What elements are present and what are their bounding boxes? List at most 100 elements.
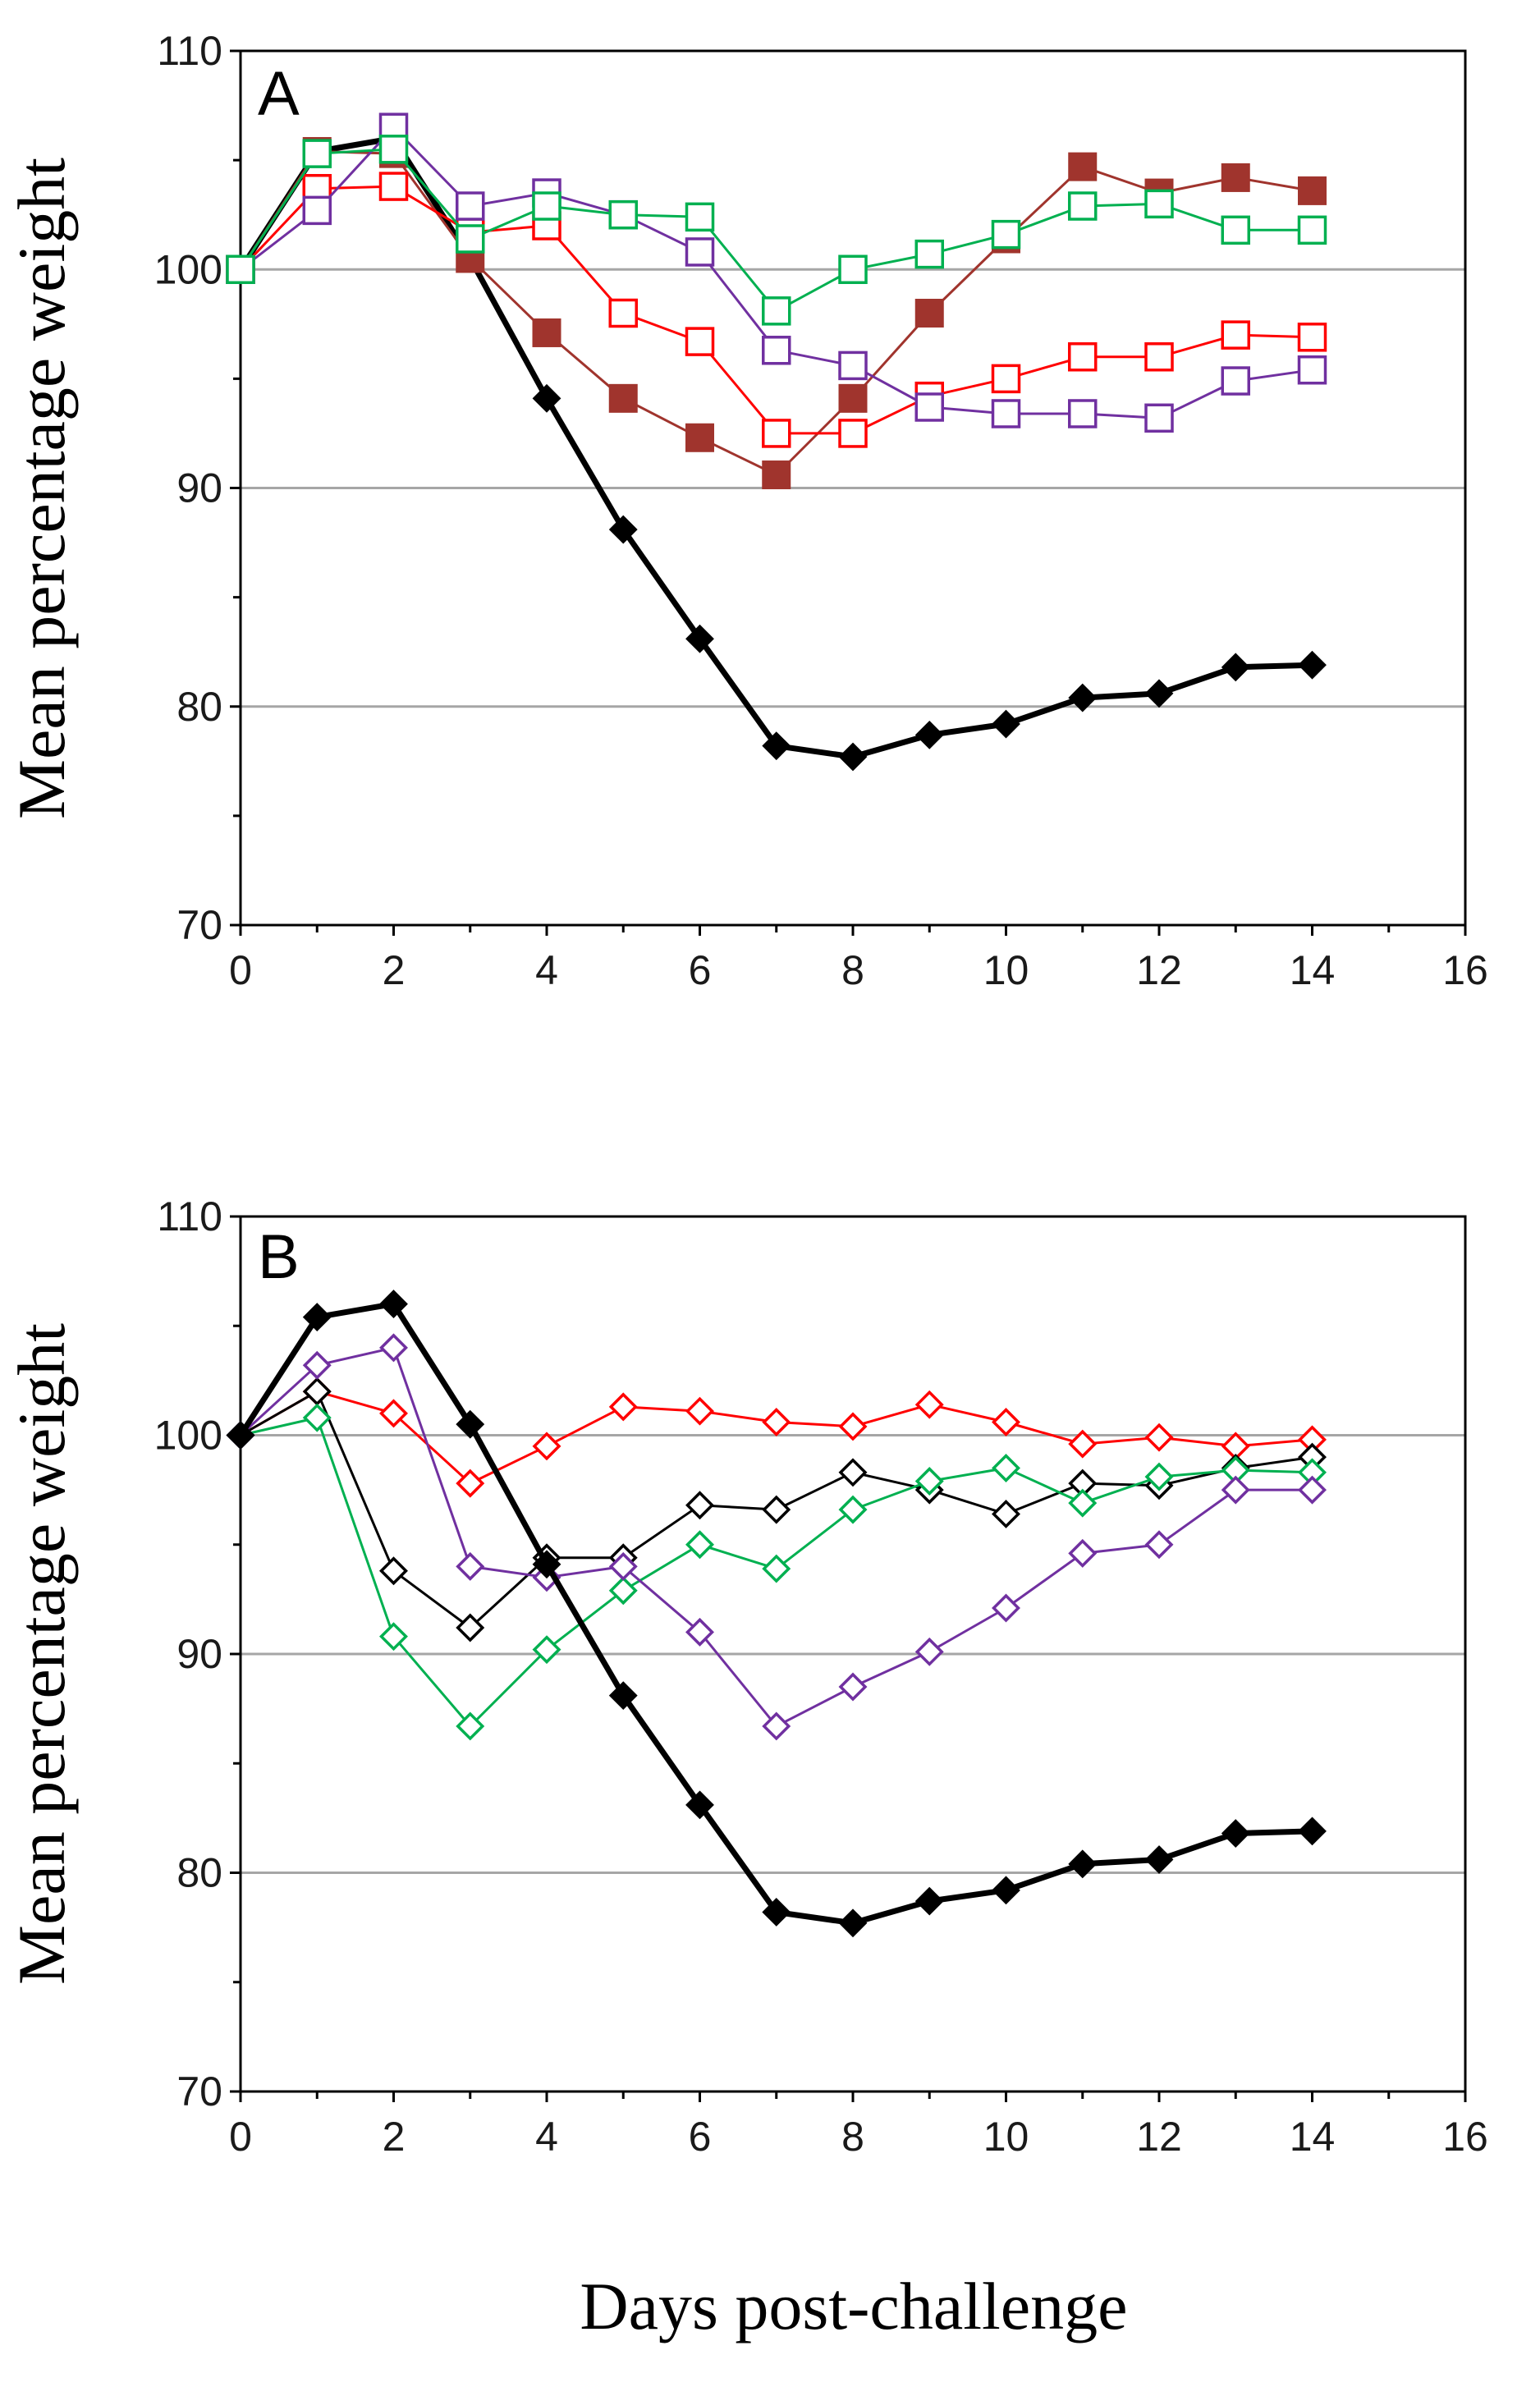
data-point-a-2-13	[1221, 163, 1250, 192]
data-point-a-2-6	[685, 423, 714, 452]
data-point-a-3-13	[1221, 320, 1250, 350]
data-point-b-3-3	[456, 1711, 485, 1741]
data-point-a-5-9	[914, 239, 944, 269]
data-point-a-3-12	[1144, 342, 1174, 372]
x-tick-label-b-0: 0	[229, 2114, 252, 2160]
data-point-b-1-3	[456, 1468, 485, 1498]
data-point-b-5-8	[838, 1908, 868, 1938]
x-tick-label-a-8: 8	[841, 947, 864, 993]
data-point-a-3-7	[762, 419, 791, 448]
data-point-a-1-12	[1144, 679, 1174, 708]
x-tick-label-b-12: 12	[1136, 2114, 1182, 2160]
x-tick-label-a-4: 4	[535, 947, 558, 993]
data-point-a-4-1	[302, 195, 332, 226]
data-point-a-3-11	[1068, 342, 1098, 372]
data-point-a-4-6	[685, 237, 715, 267]
data-point-a-1-9	[914, 720, 944, 749]
data-point-a-2-4	[532, 318, 561, 347]
data-point-a-3-8	[838, 419, 868, 448]
data-point-b-1-6	[685, 1396, 714, 1426]
data-point-b-5-7	[762, 1898, 791, 1927]
x-tick-label-a-14: 14	[1290, 947, 1336, 993]
data-point-a-5-10	[991, 219, 1021, 250]
y-axis-title-b: Mean percentage weight	[4, 1323, 79, 1985]
data-point-a-2-11	[1068, 152, 1098, 181]
x-tick-label-b-4: 4	[535, 2114, 558, 2160]
data-point-b-4-9	[914, 1637, 944, 1666]
x-tick-label-a-0: 0	[229, 947, 252, 993]
data-point-a-1-10	[992, 709, 1020, 739]
data-point-b-1-7	[762, 1408, 791, 1436]
data-point-b-4-1	[302, 1350, 332, 1380]
data-point-b-5-9	[914, 1886, 944, 1916]
data-point-a-5-3	[456, 224, 485, 254]
x-tick-label-b-16: 16	[1442, 2114, 1488, 2160]
y-tick-label-b-100: 100	[154, 1413, 222, 1459]
data-point-b-1-12	[1144, 1423, 1174, 1452]
chart-panel-b: Mean percentage weight B 70 80 90 100 110 0 2 4…	[4, 1194, 1488, 2160]
data-point-b-3-12	[1144, 1462, 1174, 1491]
data-point-b-4-10	[992, 1593, 1020, 1623]
data-point-b-5-0	[226, 1421, 255, 1450]
data-point-b-3-2	[379, 1622, 408, 1652]
data-point-b-3-5	[608, 1576, 638, 1606]
data-point-b-5-3	[456, 1409, 485, 1439]
y-tick-label-a-110: 110	[157, 28, 222, 74]
data-point-a-5-12	[1144, 189, 1174, 219]
y-tick-label-a-80: 80	[176, 684, 222, 730]
data-point-b-5-5	[608, 1681, 638, 1711]
data-point-a-5-1	[302, 139, 332, 168]
data-point-a-5-11	[1068, 191, 1098, 221]
data-point-b-4-12	[1144, 1530, 1174, 1560]
x-tick-label-a-12: 12	[1136, 947, 1182, 993]
x-tick-label-b-8: 8	[841, 2114, 864, 2160]
data-point-b-4-14	[1298, 1475, 1327, 1505]
x-tick-label-a-6: 6	[689, 947, 712, 993]
data-point-a-1-8	[838, 742, 868, 772]
x-tick-label-b-10: 10	[983, 2114, 1029, 2160]
y-tick-label-b-110: 110	[157, 1194, 222, 1239]
data-point-b-5-10	[992, 1876, 1020, 1905]
data-point-a-4-8	[838, 350, 868, 381]
data-point-b-5-6	[685, 1790, 714, 1820]
data-point-a-4-7	[762, 336, 791, 365]
series-b-5	[226, 1290, 1327, 1938]
panel-label-a: A	[258, 59, 300, 129]
data-point-b-1-9	[914, 1390, 944, 1419]
data-point-b-5-4	[532, 1550, 561, 1579]
data-point-a-1-6	[685, 624, 714, 653]
data-point-b-3-4	[532, 1635, 561, 1665]
y-tick-label-a-90: 90	[176, 465, 222, 511]
y-tick-label-b-90: 90	[176, 1631, 222, 1677]
data-point-a-5-6	[685, 202, 715, 232]
data-point-a-4-14	[1297, 355, 1327, 385]
data-point-b-1-10	[992, 1408, 1020, 1436]
y-tick-label-b-70: 70	[176, 2069, 222, 2114]
y-axis-title-a: Mean percentage weight	[4, 158, 79, 819]
data-point-b-2-3	[456, 1613, 485, 1642]
data-point-a-2-8	[838, 383, 868, 413]
data-point-b-1-11	[1068, 1429, 1098, 1459]
data-point-b-1-8	[838, 1412, 868, 1441]
x-tick-label-b-2: 2	[383, 2114, 406, 2160]
data-point-b-3-11	[1068, 1488, 1098, 1518]
data-point-b-3-10	[992, 1453, 1020, 1482]
data-point-a-5-4	[532, 191, 561, 221]
x-tick-label-a-2: 2	[383, 947, 406, 993]
series-b-3	[226, 1403, 1327, 1741]
data-point-a-3-10	[991, 364, 1021, 394]
data-point-b-5-2	[379, 1290, 408, 1319]
y-tick-label-b-80: 80	[176, 1850, 222, 1896]
data-point-a-5-5	[608, 199, 638, 230]
data-point-a-3-14	[1297, 323, 1327, 352]
data-point-b-3-8	[838, 1495, 868, 1524]
data-point-a-3-2	[378, 172, 409, 201]
data-point-a-1-5	[608, 515, 638, 544]
data-point-b-4-5	[608, 1551, 638, 1581]
data-point-b-5-13	[1221, 1819, 1250, 1848]
data-point-a-2-5	[608, 383, 638, 413]
x-tick-label-a-10: 10	[983, 947, 1029, 993]
data-point-b-4-7	[762, 1711, 791, 1741]
